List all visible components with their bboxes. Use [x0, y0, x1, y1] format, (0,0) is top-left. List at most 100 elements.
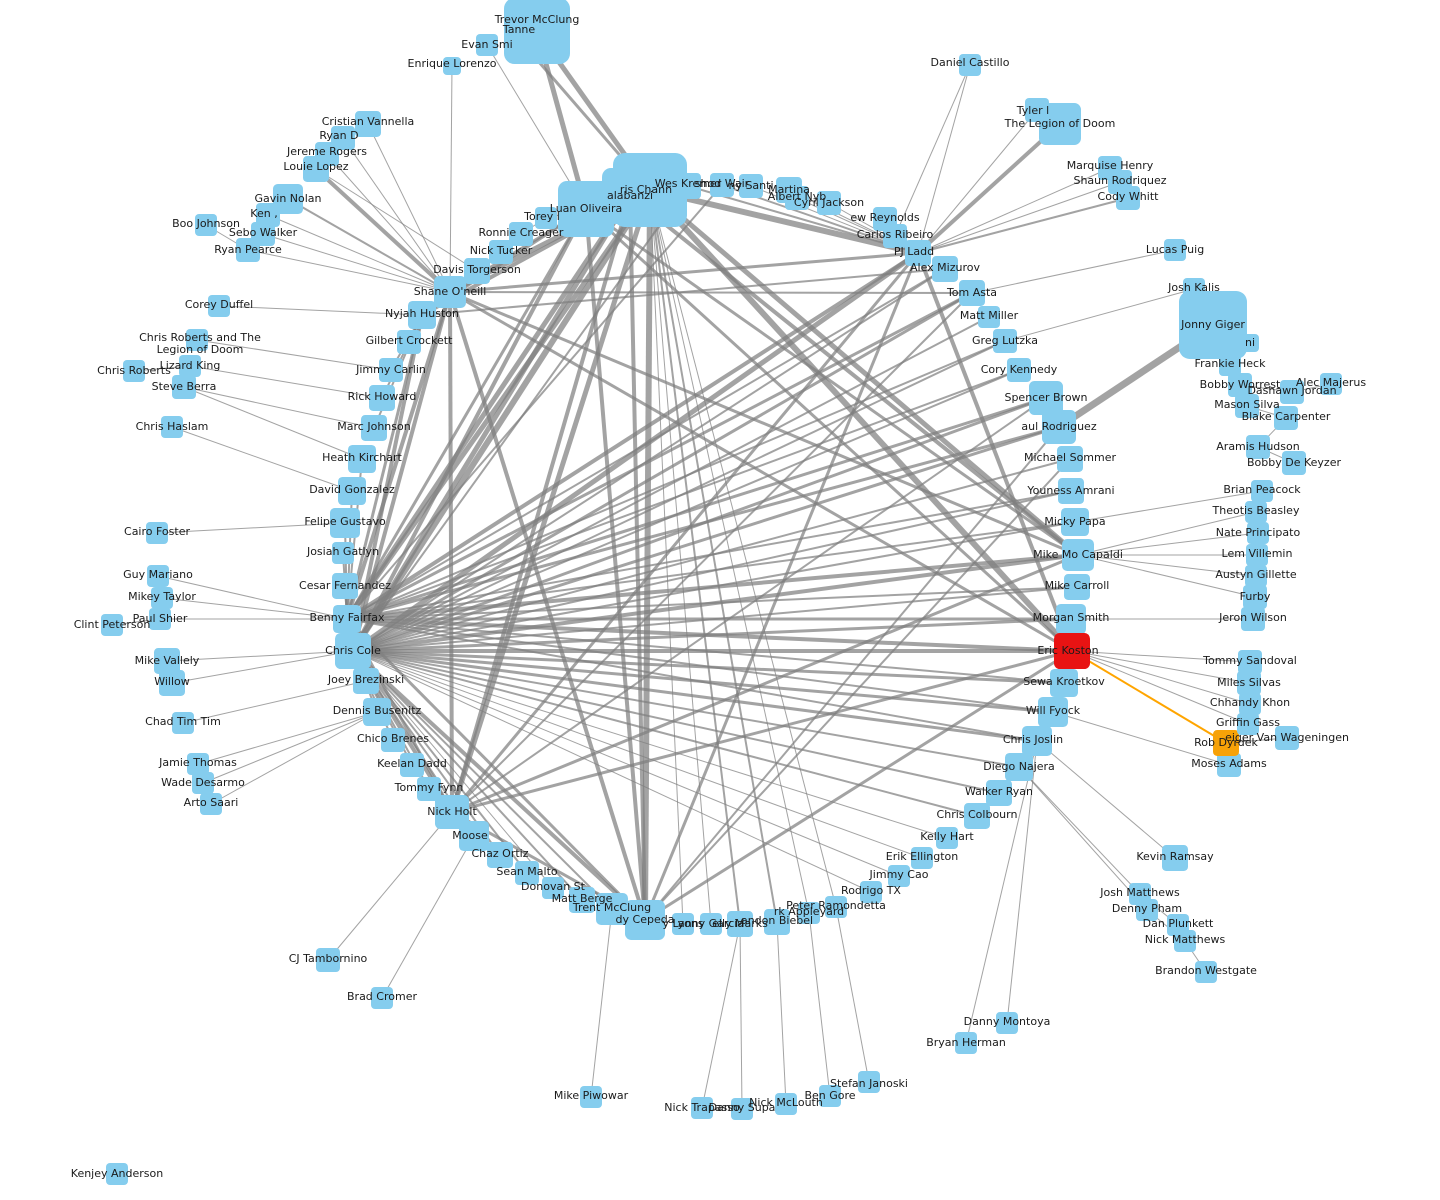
graph-node-brad-cromer[interactable]: [371, 987, 393, 1009]
graph-node-geiger-van-wageningen[interactable]: [1275, 726, 1299, 750]
graph-node-chad-tim-tim[interactable]: [172, 712, 194, 734]
graph-node-ty-lyons[interactable]: [672, 913, 694, 935]
graph-node-boo-johnson[interactable]: [195, 214, 217, 236]
graph-node-paul-rodriguez[interactable]: [1042, 410, 1076, 444]
graph-node-marc-johnson[interactable]: [361, 415, 387, 441]
graph-node-moses-adams[interactable]: [1217, 753, 1241, 777]
graph-node-guy-mariano[interactable]: [147, 565, 169, 587]
graph-node-rodrigo-tx[interactable]: [860, 881, 882, 903]
graph-node-mike-piwowar[interactable]: [580, 1086, 602, 1108]
graph-node-trent-mcclung[interactable]: [596, 893, 628, 925]
graph-node-cory-kennedy[interactable]: [1007, 358, 1031, 382]
graph-node-nyjah-huston[interactable]: [408, 301, 436, 329]
graph-node-lem-villemin[interactable]: [1246, 544, 1268, 566]
graph-node-donovan-st[interactable]: [542, 877, 564, 899]
graph-node-ronnie-creager[interactable]: [509, 222, 533, 246]
graph-node-ishod-wair[interactable]: [710, 173, 734, 197]
graph-node-wade-desarmo[interactable]: [192, 772, 214, 794]
graph-node-peter-ramondetta[interactable]: [825, 896, 847, 918]
graph-node-nate-principato[interactable]: [1247, 522, 1269, 544]
graph-node-stefan-janoski[interactable]: [858, 1071, 880, 1093]
graph-node-mikey-taylor[interactable]: [151, 587, 173, 609]
graph-node-jeron-wilson[interactable]: [1241, 607, 1265, 631]
graph-node-pj-ladd[interactable]: [905, 240, 931, 266]
graph-node-walker-ryan[interactable]: [986, 780, 1012, 806]
graph-node-morgan-smith[interactable]: [1056, 604, 1086, 634]
graph-node-steve-berra[interactable]: [172, 375, 196, 399]
graph-node-cesar-fernandez[interactable]: [332, 573, 358, 599]
graph-node-sean-malto[interactable]: [515, 861, 539, 885]
graph-node-kelly-marks[interactable]: [727, 911, 753, 937]
graph-node-lizard-king[interactable]: [179, 355, 201, 377]
graph-node-cody-cepeda[interactable]: [625, 900, 665, 940]
graph-node-bobby-worrest[interactable]: [1228, 373, 1252, 397]
graph-node-griffin-gass[interactable]: [1237, 713, 1259, 735]
graph-node-kenjey-anderson[interactable]: [106, 1163, 128, 1185]
graph-node-ben-gore[interactable]: [819, 1085, 841, 1107]
graph-node-matt-berger[interactable]: [569, 887, 595, 913]
graph-node-sewa-kroetkov[interactable]: [1050, 669, 1078, 697]
graph-node-nick-holt[interactable]: [435, 795, 469, 829]
graph-node-daniel-castillo[interactable]: [959, 54, 981, 76]
graph-node-clint-peterson[interactable]: [101, 614, 123, 636]
graph-node-austyn-gillette[interactable]: [1245, 565, 1267, 587]
graph-node-rick-howard[interactable]: [369, 385, 395, 411]
graph-node-carlos-ribeiro[interactable]: [883, 224, 907, 248]
graph-node-keelan-dadd[interactable]: [400, 753, 424, 777]
graph-node-micky-papa[interactable]: [1061, 508, 1089, 536]
graph-node-cody-whitt[interactable]: [1116, 186, 1140, 210]
graph-node-mike-vallely[interactable]: [154, 648, 180, 674]
graph-node-torey-l[interactable]: [535, 207, 557, 229]
graph-node-tom-asta[interactable]: [959, 280, 985, 306]
graph-node-chris-colbourn[interactable]: [964, 803, 990, 829]
graph-node-shane-oneill[interactable]: [434, 276, 466, 308]
graph-node-felipe-gustavo[interactable]: [330, 508, 360, 538]
graph-node-kelly-hart[interactable]: [936, 827, 958, 849]
graph-node-furby[interactable]: [1243, 585, 1267, 609]
graph-node-louie-lopez[interactable]: [303, 156, 329, 182]
graph-node-frankie-heck[interactable]: [1219, 354, 1241, 376]
graph-node-cairo-foster[interactable]: [146, 522, 168, 544]
graph-node-chris-roberts-legion[interactable]: [186, 329, 208, 351]
graph-node-davis-torgerson[interactable]: [464, 258, 490, 284]
graph-node-joey-brezinski[interactable]: [353, 668, 379, 694]
graph-node-tanner[interactable]: [507, 27, 531, 51]
graph-node-danny-supa[interactable]: [731, 1098, 753, 1120]
graph-node-chris-cole[interactable]: [335, 633, 371, 669]
graph-node-paul-shier[interactable]: [149, 608, 171, 630]
graph-node-dennis-busenitz[interactable]: [363, 698, 391, 726]
graph-node-nick-trapasso[interactable]: [691, 1097, 713, 1119]
graph-node-enrique-lorenzo[interactable]: [443, 57, 461, 75]
graph-node-danny-garcia[interactable]: [700, 913, 722, 935]
graph-node-chico-brenes[interactable]: [381, 728, 405, 752]
graph-node-cyril-jackson[interactable]: [817, 191, 841, 215]
graph-node-evan-smith[interactable]: [476, 34, 498, 56]
graph-node-erik-ellington[interactable]: [911, 847, 933, 869]
graph-node-spencer-brown[interactable]: [1029, 381, 1063, 415]
graph-node-tommy-fynn[interactable]: [417, 777, 441, 801]
graph-node-chaz-ortiz[interactable]: [487, 842, 513, 868]
graph-node-mark-appleyard[interactable]: [798, 902, 820, 924]
graph-node-josh-matthews[interactable]: [1129, 883, 1151, 905]
graph-node-tommy-sandoval[interactable]: [1238, 650, 1262, 674]
graph-node-jonny-giger[interactable]: [1179, 291, 1247, 359]
graph-node-chris-haslam[interactable]: [161, 416, 183, 438]
graph-node-nick-mclouth[interactable]: [775, 1093, 797, 1115]
graph-node-chhandy-khon[interactable]: [1239, 693, 1261, 715]
graph-node-ryan-pearce[interactable]: [236, 238, 260, 262]
graph-node-jimmy-cao[interactable]: [888, 865, 910, 887]
graph-node-brandon-biebel[interactable]: [764, 909, 790, 935]
graph-node-rob-dyrdek[interactable]: [1213, 730, 1239, 756]
graph-node-gilbert-crockett[interactable]: [397, 330, 421, 354]
graph-node-cj-tambornino[interactable]: [316, 948, 340, 972]
graph-node-alex-mizurov[interactable]: [932, 256, 958, 282]
graph-node-will-fyock[interactable]: [1038, 697, 1068, 727]
graph-node-benny-fairfax[interactable]: [333, 605, 361, 633]
graph-node-matt-miller[interactable]: [978, 306, 1000, 328]
graph-node-willow[interactable]: [159, 670, 185, 696]
graph-node-corey-duffel[interactable]: [208, 295, 230, 317]
graph-node-arto-saari[interactable]: [200, 793, 222, 815]
graph-node-mike-carroll[interactable]: [1064, 574, 1090, 600]
graph-node-wes-kremer[interactable]: [675, 173, 701, 199]
graph-node-mason-silva[interactable]: [1235, 394, 1259, 418]
